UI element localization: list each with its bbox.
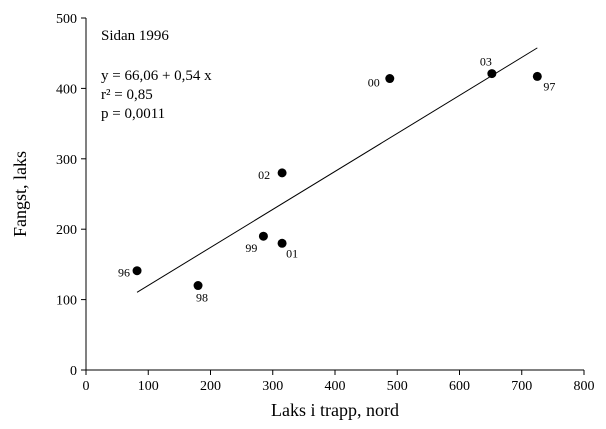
data-points: 96 98 99 01 02 00 03 97 (118, 55, 555, 305)
point-label-97: 97 (543, 79, 555, 93)
point-label-01: 01 (286, 246, 298, 260)
y-tick-label: 300 (56, 153, 77, 168)
point-label-02: 02 (258, 168, 270, 182)
y-tick-label: 400 (56, 82, 77, 97)
annotation-p-value: p = 0,0011 (101, 106, 165, 122)
y-ticks: 0 100 200 300 400 500 (56, 12, 86, 379)
data-point-97 (532, 71, 542, 81)
point-label-99: 99 (245, 241, 257, 255)
annotation-subtitle: Sidan 1996 (101, 28, 169, 44)
y-tick-label: 100 (56, 294, 77, 309)
data-point-99 (258, 231, 268, 241)
x-axis-title: Laks i trapp, nord (271, 400, 399, 420)
point-label-03: 03 (480, 55, 492, 69)
x-ticks: 0 100 200 300 400 500 600 700 800 (83, 370, 595, 394)
annotation-equation: y = 66,06 + 0,54 x (101, 68, 212, 84)
data-point-98 (193, 281, 203, 291)
x-tick-label: 200 (200, 379, 221, 394)
x-tick-label: 300 (262, 379, 283, 394)
x-tick-label: 100 (138, 379, 159, 394)
point-label-98: 98 (196, 291, 208, 305)
data-point-00 (385, 74, 395, 84)
data-point-01 (277, 238, 287, 248)
point-label-00: 00 (368, 76, 380, 90)
data-point-03 (487, 69, 497, 79)
x-tick-label: 800 (574, 379, 595, 394)
y-tick-label: 0 (70, 364, 77, 379)
x-tick-label: 500 (387, 379, 408, 394)
y-tick-label: 200 (56, 223, 77, 238)
y-axis-title: Fangst, laks (10, 151, 30, 237)
data-point-02 (277, 168, 287, 178)
y-tick-label: 500 (56, 12, 77, 27)
x-tick-label: 0 (83, 379, 90, 394)
annotation-r-squared: r² = 0,85 (101, 87, 153, 103)
trendline (136, 47, 538, 293)
x-tick-label: 600 (449, 379, 470, 394)
data-point-96 (132, 266, 142, 276)
annotations: Sidan 1996 y = 66,06 + 0,54 x r² = 0,85 … (101, 28, 212, 122)
point-label-96: 96 (118, 266, 130, 280)
x-tick-label: 700 (511, 379, 532, 394)
x-tick-label: 400 (325, 379, 346, 394)
